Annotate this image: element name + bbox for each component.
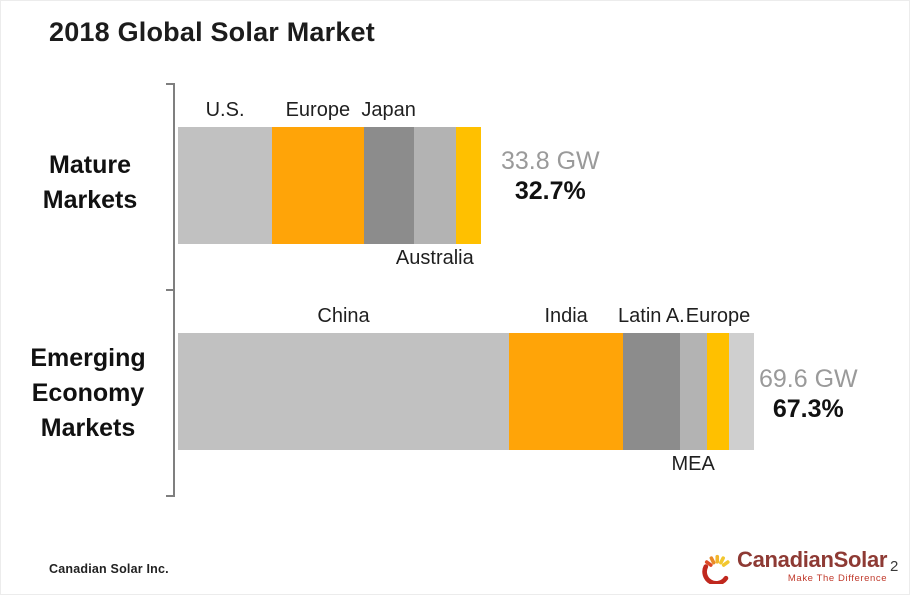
segment-labels-below: MEA: [178, 450, 754, 480]
segment-label-europe: Europe: [285, 99, 351, 121]
axis-tick: [166, 83, 175, 85]
page-number: 2: [890, 558, 899, 575]
bar-group-emerging-economy-markets: China India Latin A. Europe MEA: [178, 295, 754, 480]
category-axis: [166, 83, 175, 497]
segment-label-latin-a: Latin A.: [618, 305, 685, 327]
total-gw-label: 69.6 GW: [759, 365, 858, 393]
bar-segment-europe: [706, 333, 730, 450]
share-pct-label: 67.3%: [772, 395, 844, 423]
bar-segment-other: [729, 333, 754, 450]
segment-label-europe: Europe: [685, 305, 751, 327]
logo-wordmark: CanadianSolar: [737, 547, 888, 572]
canadian-solar-logo: CanadianSolar Make The Difference: [701, 547, 888, 585]
share-pct-label: 32.7%: [514, 177, 586, 205]
axis-tick: [166, 495, 175, 497]
bar-segment-other: [455, 127, 481, 244]
bar-segment-japan: [363, 127, 414, 244]
bar-segment-india: [509, 333, 624, 450]
segment-label-mea: MEA: [671, 453, 715, 475]
axis-tick: [166, 289, 175, 291]
total-annotation-emerging: 69.6 GW 67.3%: [759, 364, 858, 425]
segment-label-india: India: [544, 305, 588, 327]
segment-labels-above: China India Latin A. Europe: [178, 295, 754, 333]
segment-labels-above: U.S. Europe Japan: [178, 89, 481, 127]
bar-segment-china: [178, 333, 510, 450]
bar-segment-latin-a: [623, 333, 680, 450]
category-label-mature-markets: Mature Markets: [42, 151, 138, 214]
stacked-bar: [178, 127, 481, 244]
total-annotation-mature: 33.8 GW 32.7%: [501, 146, 600, 207]
stacked-bar: [178, 333, 754, 450]
logo-tagline: Make The Difference: [787, 573, 888, 585]
segment-label-china: China: [317, 305, 370, 327]
segment-label-u-s: U.S.: [205, 99, 245, 121]
bar-segment-europe: [272, 127, 364, 244]
footer-company-name: Canadian Solar Inc.: [49, 562, 169, 576]
segment-labels-below: Australia: [178, 244, 481, 274]
bar-segment-australia: [413, 127, 456, 244]
category-label-emerging-economy-markets: Emerging Economy Markets: [30, 344, 146, 442]
bar-segment-u-s: [178, 127, 273, 244]
segment-label-japan: Japan: [361, 99, 416, 121]
bar-group-mature-markets: U.S. Europe Japan Australia: [178, 89, 481, 274]
sun-icon: [702, 554, 730, 584]
segment-label-australia: Australia: [395, 247, 474, 269]
total-gw-label: 33.8 GW: [501, 147, 600, 175]
bar-segment-mea: [679, 333, 707, 450]
slide-title: 2018 Global Solar Market: [49, 17, 375, 47]
